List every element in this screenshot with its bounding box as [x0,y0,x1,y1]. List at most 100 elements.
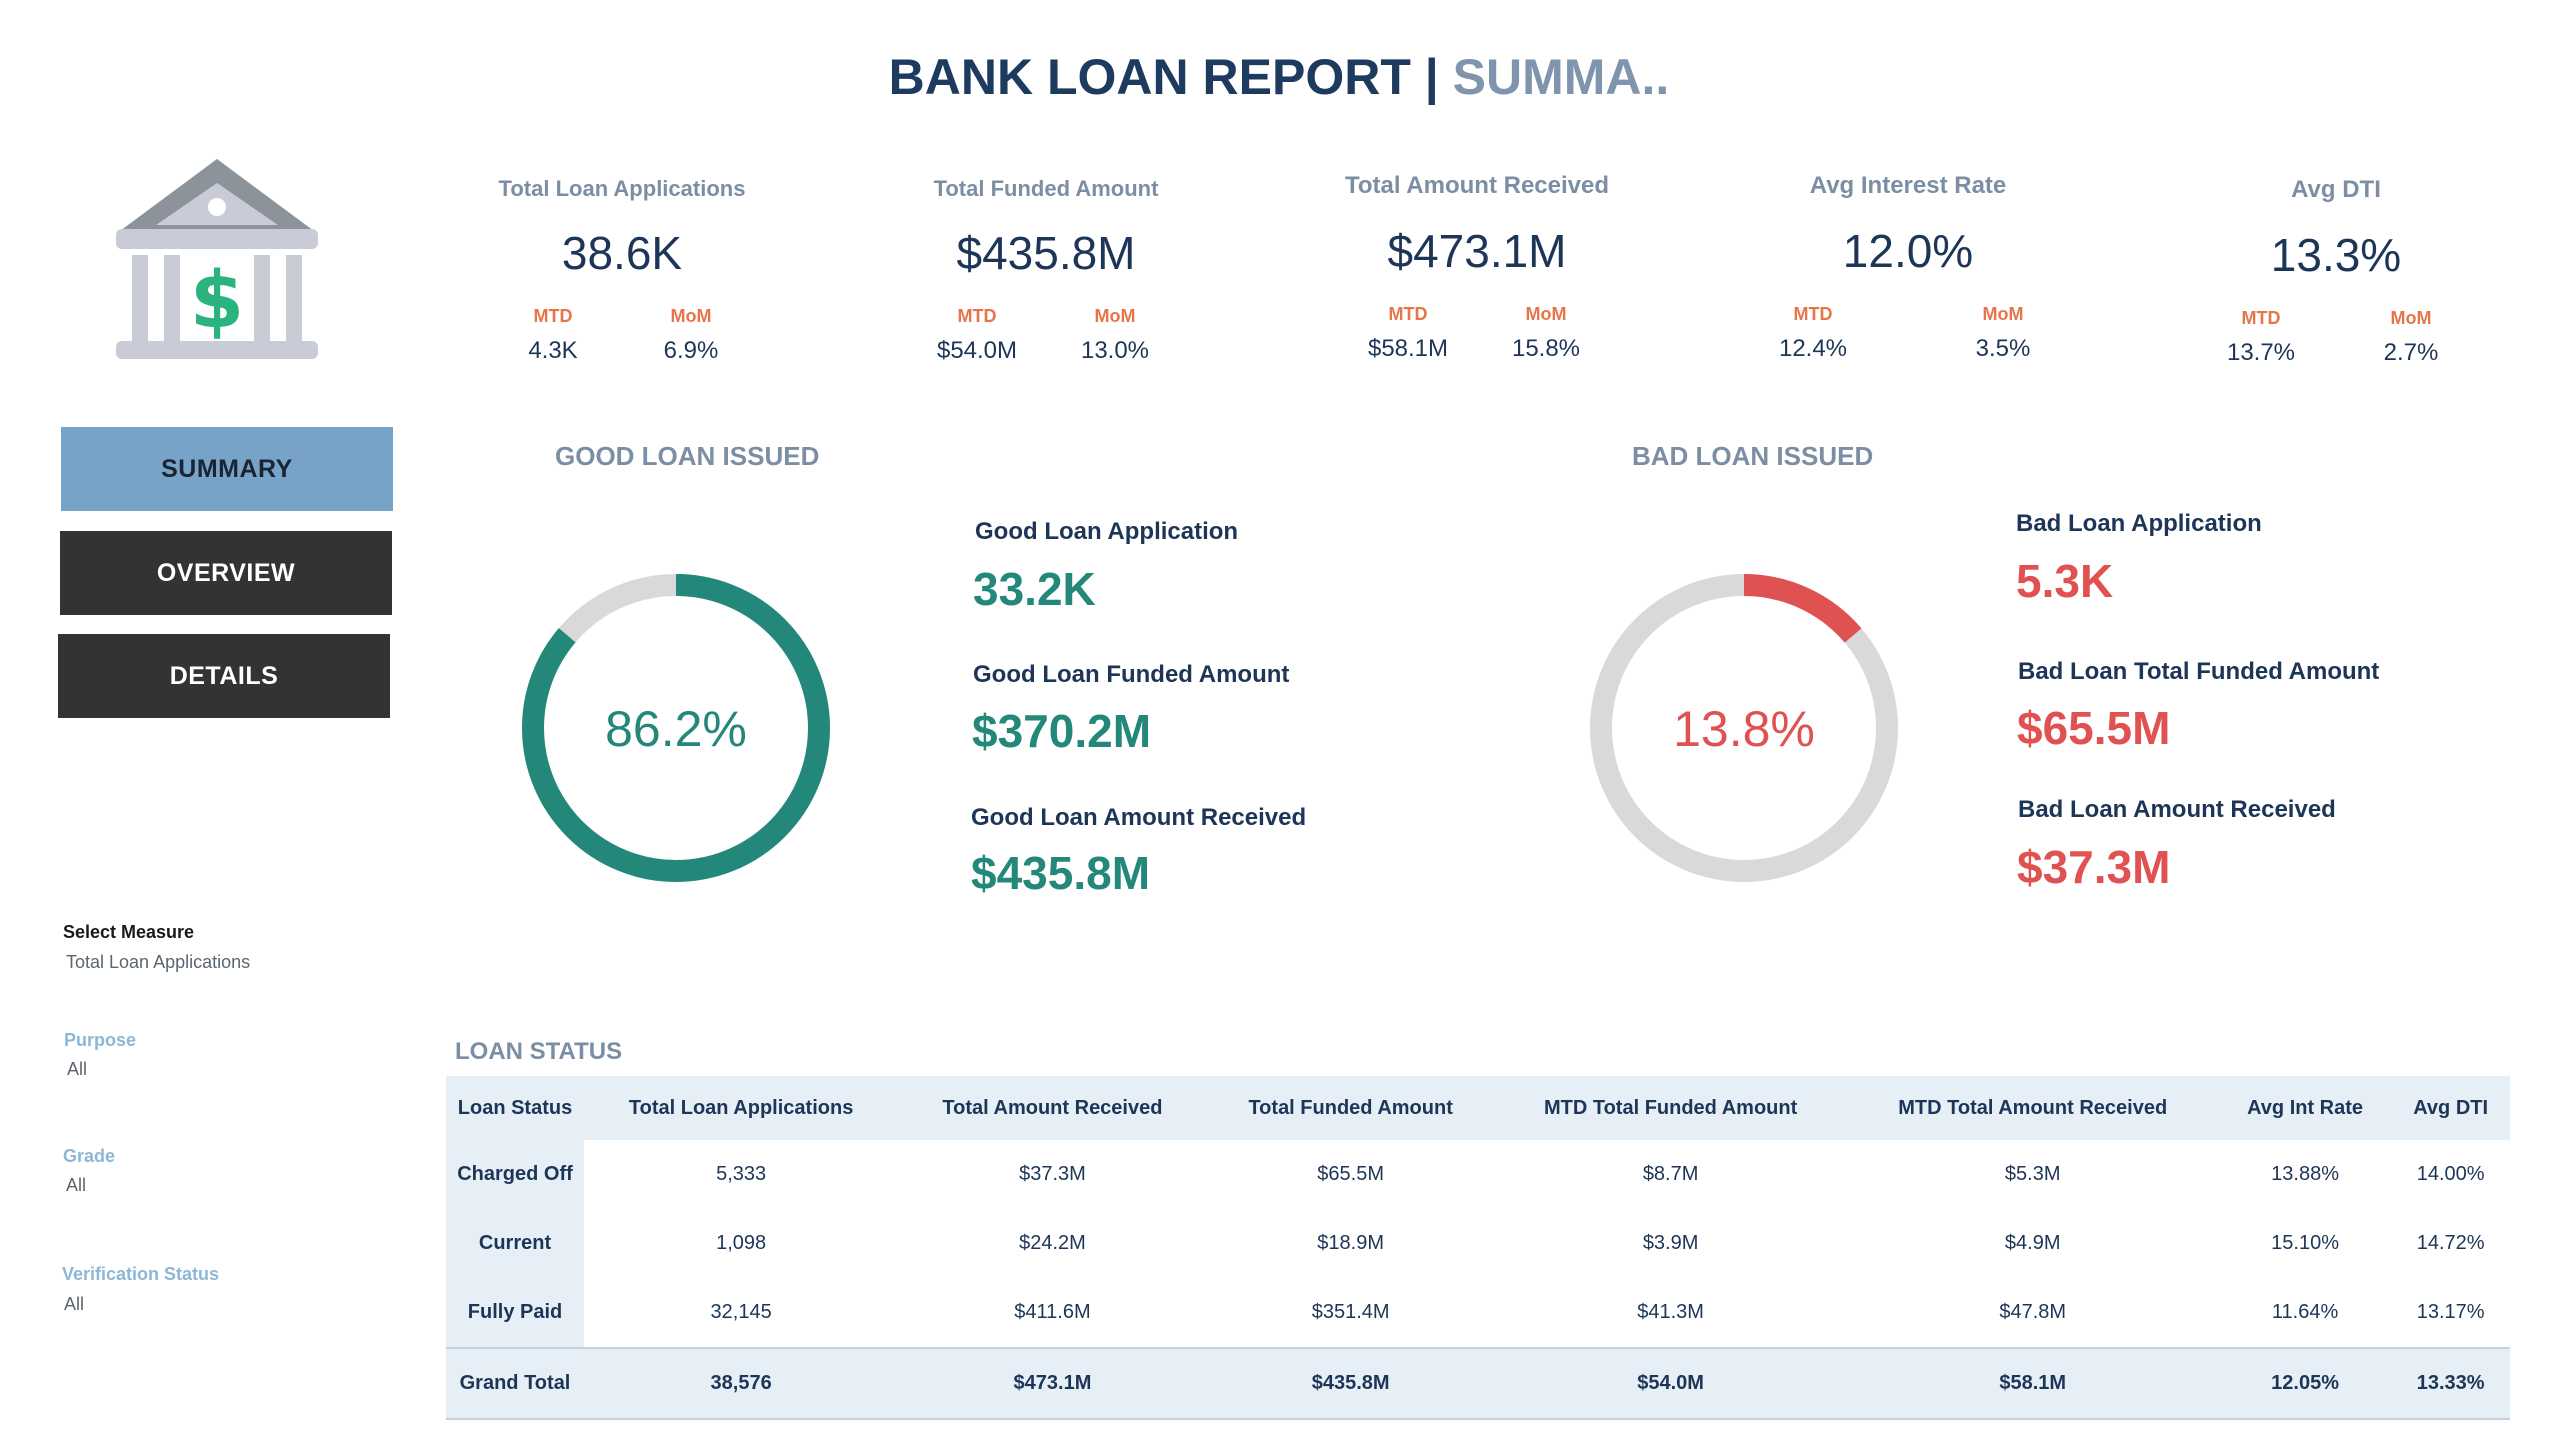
column-header[interactable]: Avg Int Rate [2218,1076,2392,1140]
mom-label: MoM [670,306,712,326]
table-row: Current 1,098 $24.2M $18.9M $3.9M $4.9M … [446,1209,2510,1278]
column-header[interactable]: Avg DTI [2391,1076,2510,1140]
table-cell: 13.88% [2271,1163,2339,1185]
loan-status-table: Loan Status Total Loan Applications Tota… [446,1076,2510,1420]
column-header[interactable]: Total Amount Received [898,1076,1207,1140]
table-cell: 11.64% [2271,1301,2339,1323]
table-cell: $18.9M [1317,1232,1385,1254]
svg-text:$: $ [190,256,244,346]
bad-loan-funded-value: $65.5M [2017,702,2171,754]
mom-label: MoM [2390,308,2432,328]
details-nav-button[interactable]: DETAILS [58,634,390,718]
good-loan-application-label: Good Loan Application [975,518,1239,545]
kpi-label: Total Funded Amount [933,176,1159,201]
kpi-value: 12.0% [1842,225,1974,277]
column-header[interactable]: Loan Status [446,1076,584,1140]
column-header[interactable]: Total Loan Applications [584,1076,899,1140]
page-title: BANK LOAN REPORT | SUMMA.. [0,48,2558,106]
table-cell: 32,145 [710,1301,772,1323]
kpi-label: Avg DTI [2291,176,2381,203]
table-row: Charged Off 5,333 $37.3M $65.5M $8.7M $5… [446,1140,2510,1209]
mom-value: 3.5% [1975,335,2031,362]
mtd-value: 13.7% [2226,339,2296,366]
table-cell: 13.17% [2416,1301,2485,1323]
table-cell: $54.0M [1494,1347,1847,1420]
good-loan-application-value: 33.2K [973,563,1096,615]
bank-building-dollar-icon: $ [116,159,318,359]
good-loan-funded-value: $370.2M [972,705,1152,757]
overview-nav-button[interactable]: OVERVIEW [60,531,392,615]
overview-nav-label: OVERVIEW [156,558,296,587]
kpi-value: $473.1M [1387,225,1567,277]
bad-loan-application-label: Bad Loan Application [2016,510,2262,537]
mom-label: MoM [1525,304,1567,324]
summary-nav-button[interactable]: SUMMARY [61,427,393,511]
table-cell: $41.3M [1637,1301,1704,1323]
kpi-value: 38.6K [561,227,683,279]
good-loan-section-title: GOOD LOAN ISSUED [555,441,820,471]
kpi-card-total-loan-applications: Total Loan Applications 38.6K MTD 4.3K Mo… [442,176,802,365]
table-cell: Current [446,1209,584,1278]
mom-label: MoM [1982,304,2024,324]
column-header[interactable]: Total Funded Amount [1206,1076,1495,1140]
loan-status-title: LOAN STATUS [455,1038,623,1065]
grand-total-row: Grand Total 38,576 $473.1M $435.8M $54.0… [446,1347,2510,1420]
mtd-value: 4.3K [528,337,578,364]
table-cell: $435.8M [1206,1347,1495,1420]
good-loan-percent: 86.2% [605,701,747,757]
bad-loan-donut [1590,574,1898,882]
bad-loan-received-value: $37.3M [2017,841,2171,893]
mtd-label: MTD [1388,304,1428,324]
kpi-card-total-amount-received: Total Amount Received $473.1M MTD $58.1M … [1297,172,1657,363]
kpi-card-avg-interest-rate: Avg Interest Rate 12.0% MTD 12.4% MoM 3.5% [1728,172,2088,363]
purpose-filter-label: Purpose [64,1030,137,1050]
mtd-value: $54.0M [936,337,1018,364]
table-header-row: Loan Status Total Loan Applications Tota… [446,1076,2510,1140]
table-cell: 38,576 [584,1347,899,1420]
table-cell: $5.3M [2004,1163,2061,1185]
column-header[interactable]: MTD Total Amount Received [1846,1076,2219,1140]
select-measure-label: Select Measure [63,922,195,942]
table-cell: 14.00% [2416,1163,2485,1185]
mom-value: 15.8% [1511,335,1581,362]
mtd-label: MTD [2241,308,2281,328]
mom-label: MoM [1094,306,1136,326]
table-cell: 13.33% [2391,1347,2510,1420]
select-measure-value[interactable]: Total Loan Applications [66,952,251,972]
kpi-label: Total Loan Applications [498,176,746,201]
table-cell: Fully Paid [446,1278,584,1348]
bad-loan-received-label: Bad Loan Amount Received [2018,796,2336,823]
kpi-card-avg-dti: Avg DTI 13.3% MTD 13.7% MoM 2.7% [2156,176,2516,367]
mtd-label: MTD [957,306,997,326]
good-loan-funded-label: Good Loan Funded Amount [973,661,1290,688]
table-cell: 1,098 [716,1232,767,1254]
kpi-label: Total Amount Received [1344,172,1610,199]
verification-filter-value[interactable]: All [64,1294,85,1314]
mtd-label: MTD [533,306,573,326]
mtd-value: $58.1M [1367,335,1449,362]
table-cell: $473.1M [898,1347,1207,1420]
purpose-filter-value[interactable]: All [67,1059,88,1079]
table-row: Fully Paid 32,145 $411.6M $351.4M $41.3M… [446,1278,2510,1348]
grade-filter-label: Grade [63,1146,116,1166]
table-cell: 5,333 [716,1163,767,1185]
kpi-label: Avg Interest Rate [1809,172,2007,199]
table-cell: $37.3M [1019,1163,1086,1185]
verification-filter-label: Verification Status [62,1264,220,1284]
report-title: BANK LOAN REPORT | [888,49,1453,105]
bad-loan-section-title: BAD LOAN ISSUED [1632,441,1874,471]
table-cell: $8.7M [1642,1163,1699,1185]
column-header[interactable]: MTD Total Funded Amount [1494,1076,1847,1140]
kpi-value: 13.3% [2270,229,2402,281]
report-subtitle: SUMMA.. [1452,49,1670,105]
table-cell: $24.2M [1019,1232,1086,1254]
mom-value: 6.9% [663,337,719,364]
grade-filter-value[interactable]: All [66,1175,87,1195]
table-cell: $3.9M [1642,1232,1699,1254]
table-cell: 12.05% [2218,1347,2392,1420]
table-cell: 14.72% [2416,1232,2485,1254]
mom-value: 13.0% [1080,337,1150,364]
good-loan-received-label: Good Loan Amount Received [971,804,1307,831]
mtd-label: MTD [1793,304,1833,324]
table-cell: $411.6M [1014,1301,1091,1323]
